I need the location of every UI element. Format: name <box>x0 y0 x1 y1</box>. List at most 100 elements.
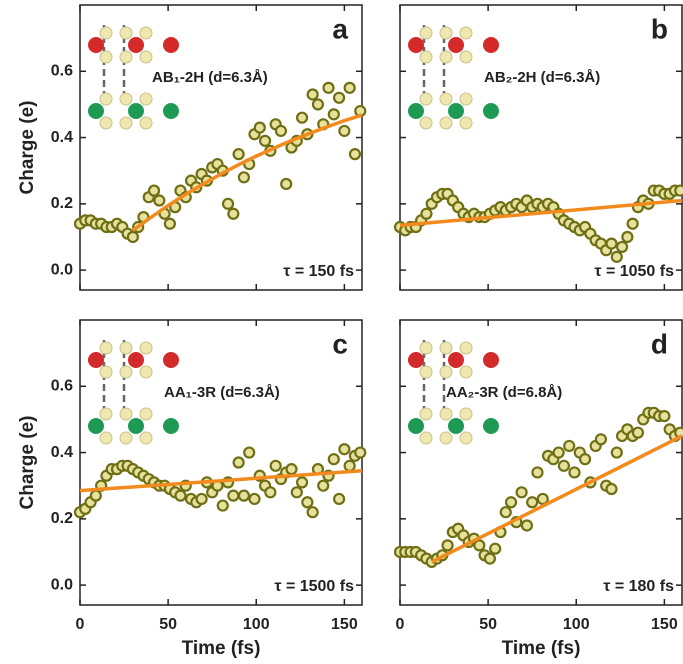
panel-label: d <box>651 328 668 359</box>
atom <box>119 92 133 106</box>
data-point <box>473 539 486 552</box>
atom <box>139 26 153 40</box>
structure-label: AB₁-2H (d=6.3Å) <box>152 69 268 86</box>
y-tick-label: 0.0 <box>51 576 73 593</box>
data-point <box>531 466 544 479</box>
structure-label: AA₂-3R (d=6.8Å) <box>446 384 562 401</box>
atom <box>128 103 144 119</box>
data-point <box>221 197 235 210</box>
structure-icon <box>88 25 179 130</box>
data-point <box>232 148 245 161</box>
data-point <box>568 466 581 479</box>
data-point <box>526 496 539 509</box>
data-point <box>269 459 282 472</box>
atom <box>139 407 153 421</box>
data-point <box>557 459 571 472</box>
atom <box>139 92 153 106</box>
data-point <box>489 542 502 555</box>
data-point <box>153 194 166 207</box>
x-tick-label: 100 <box>563 616 590 633</box>
y-tick-label: 0.4 <box>51 129 73 146</box>
data-point <box>343 459 356 472</box>
atom <box>88 103 104 119</box>
atom <box>439 431 453 445</box>
fit-line <box>79 469 363 493</box>
data-point <box>605 482 618 496</box>
atom <box>408 418 424 434</box>
data-point <box>610 250 623 263</box>
atom <box>419 431 433 445</box>
atom <box>439 116 453 130</box>
atom <box>483 418 499 434</box>
data-point <box>237 171 251 184</box>
data-point <box>552 446 565 459</box>
atom <box>439 92 453 106</box>
time-constant: τ = 1050 fs <box>594 263 674 280</box>
data-point <box>290 486 303 499</box>
data-point <box>264 486 277 499</box>
y-tick-label: 0.2 <box>51 195 73 212</box>
fit-line <box>131 113 363 232</box>
data-point <box>258 134 272 147</box>
data-point <box>338 124 351 138</box>
atom <box>459 50 473 64</box>
atom <box>128 418 144 434</box>
atom <box>419 407 433 421</box>
x-tick-label: 100 <box>243 616 270 633</box>
fit-line <box>430 434 683 564</box>
data-point <box>295 476 309 489</box>
atom <box>459 92 473 106</box>
time-constant: τ = 150 fs <box>283 263 354 280</box>
data-point <box>631 426 645 439</box>
data-point <box>227 489 240 502</box>
panel-label: b <box>651 13 668 44</box>
atom <box>119 26 133 40</box>
data-point <box>327 108 340 121</box>
data-point <box>499 506 512 519</box>
data-point <box>563 439 576 453</box>
structure-icon <box>88 340 179 445</box>
plot-frame <box>79 319 363 606</box>
atom <box>419 50 433 64</box>
atom <box>99 431 113 445</box>
data-point <box>253 121 266 134</box>
data-point <box>327 453 340 466</box>
data-point <box>243 446 256 459</box>
atom <box>419 116 433 130</box>
atom <box>419 365 433 379</box>
data-point <box>420 207 433 220</box>
atom <box>99 92 113 106</box>
data-point <box>615 240 629 254</box>
atom <box>128 37 144 53</box>
data-point <box>441 539 454 552</box>
atom <box>448 418 464 434</box>
data-point <box>332 492 346 506</box>
atom <box>139 116 153 130</box>
x-tick-label: 150 <box>331 616 358 633</box>
data-point <box>504 496 518 509</box>
x-axis-label: Time (fs) <box>502 638 581 659</box>
atom <box>99 341 113 355</box>
panel-label: a <box>332 13 348 44</box>
data-point <box>285 463 298 476</box>
data-point <box>605 237 618 250</box>
atom <box>459 116 473 130</box>
structure-icon <box>408 25 499 130</box>
atom <box>119 116 133 130</box>
atom <box>139 365 153 379</box>
x-tick-label: 150 <box>651 616 678 633</box>
atom <box>448 103 464 119</box>
atom <box>128 352 144 368</box>
atom <box>88 418 104 434</box>
data-point <box>163 217 176 230</box>
data-point <box>621 230 634 244</box>
data-point <box>578 453 592 466</box>
atom <box>119 365 133 379</box>
atom <box>419 26 433 40</box>
data-point <box>317 479 330 492</box>
data-point <box>174 489 187 502</box>
atom <box>99 407 113 421</box>
atom <box>139 341 153 355</box>
y-tick-label: 0.6 <box>51 377 73 394</box>
y-tick-label: 0.0 <box>51 261 73 278</box>
